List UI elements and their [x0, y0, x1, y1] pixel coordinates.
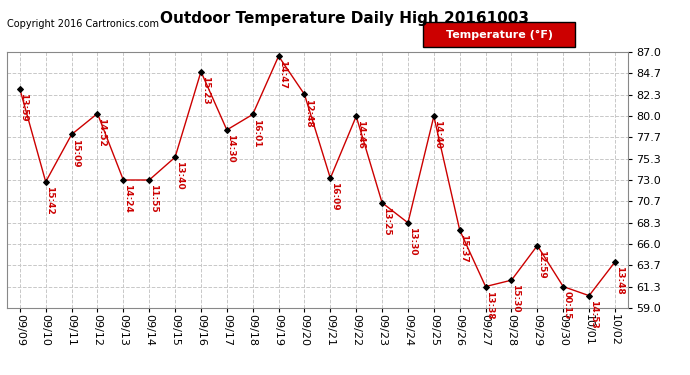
Point [506, 277, 517, 283]
Text: 11:55: 11:55 [149, 184, 158, 213]
Point [40, 179, 51, 185]
FancyBboxPatch shape [423, 22, 575, 47]
Text: 13:25: 13:25 [382, 207, 391, 236]
Point [428, 113, 440, 119]
Text: 12:59: 12:59 [537, 250, 546, 279]
Point [377, 200, 388, 206]
Text: 14:47: 14:47 [278, 60, 287, 89]
Text: 13:38: 13:38 [485, 291, 494, 320]
Point [14, 86, 26, 92]
Point [609, 259, 620, 265]
Point [247, 111, 258, 117]
Text: 16:09: 16:09 [330, 182, 339, 211]
Point [299, 92, 310, 98]
Point [558, 284, 569, 290]
Text: 14:52: 14:52 [97, 118, 106, 146]
Text: 13:40: 13:40 [175, 161, 184, 190]
Text: Temperature (°F): Temperature (°F) [446, 30, 553, 40]
Text: 14:24: 14:24 [123, 184, 132, 213]
Point [170, 154, 181, 160]
Point [351, 113, 362, 119]
Text: 14:46: 14:46 [356, 120, 365, 149]
Point [532, 243, 543, 249]
Text: 14:53: 14:53 [589, 300, 598, 328]
Text: Outdoor Temperature Daily High 20161003: Outdoor Temperature Daily High 20161003 [161, 11, 529, 26]
Point [402, 220, 413, 226]
Point [454, 227, 465, 233]
Text: Copyright 2016 Cartronics.com: Copyright 2016 Cartronics.com [7, 20, 159, 29]
Point [325, 175, 336, 181]
Point [66, 132, 77, 138]
Text: 15:37: 15:37 [460, 234, 469, 263]
Point [584, 292, 595, 298]
Text: 15:23: 15:23 [201, 76, 210, 104]
Text: 15:30: 15:30 [511, 284, 520, 313]
Point [273, 53, 284, 59]
Point [144, 177, 155, 183]
Text: 00:15: 00:15 [563, 291, 572, 319]
Text: 15:09: 15:09 [71, 139, 80, 167]
Text: 14:40: 14:40 [433, 120, 442, 149]
Point [480, 284, 491, 290]
Text: 13:59: 13:59 [19, 93, 28, 122]
Text: 14:30: 14:30 [226, 134, 235, 163]
Text: 15:42: 15:42 [46, 186, 55, 215]
Text: 12:48: 12:48 [304, 99, 313, 127]
Point [195, 69, 206, 75]
Text: 13:30: 13:30 [408, 227, 417, 255]
Text: 13:48: 13:48 [615, 266, 624, 295]
Point [92, 111, 103, 117]
Text: 16:01: 16:01 [253, 118, 262, 147]
Point [118, 177, 129, 183]
Point [221, 127, 233, 133]
